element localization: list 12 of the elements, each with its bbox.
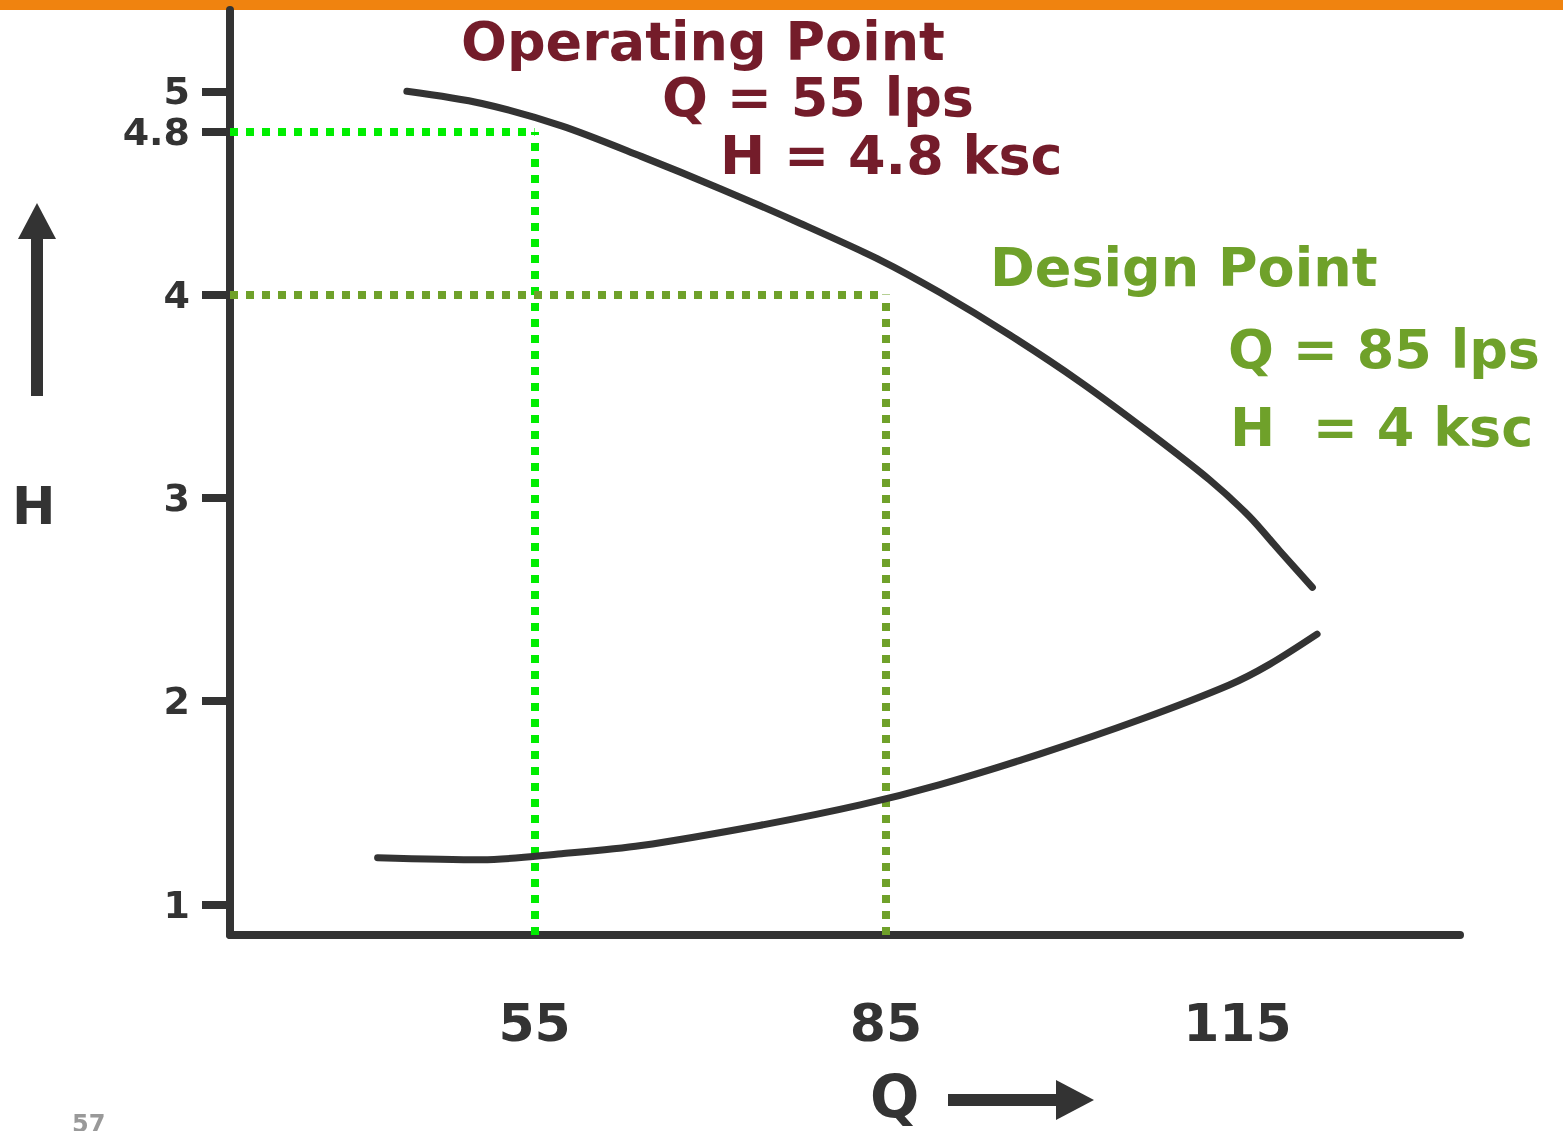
x-tick-label: 85 bbox=[849, 993, 923, 1053]
y-tick-label: 1 bbox=[163, 882, 190, 927]
annotation: Design Point bbox=[990, 235, 1378, 299]
x-axis-title: Q bbox=[870, 1063, 920, 1131]
y-tick-label: 4 bbox=[163, 272, 190, 317]
x-tick-label: 55 bbox=[498, 993, 571, 1053]
y-tick-label: 2 bbox=[163, 679, 190, 724]
y-axis-title: H bbox=[12, 476, 56, 536]
x-tick-label: 115 bbox=[1183, 993, 1292, 1053]
annotation: H = 4 ksc bbox=[1230, 395, 1534, 459]
y-tick-label: 3 bbox=[163, 475, 190, 520]
annotation: Q = 85 lps bbox=[1228, 317, 1541, 381]
